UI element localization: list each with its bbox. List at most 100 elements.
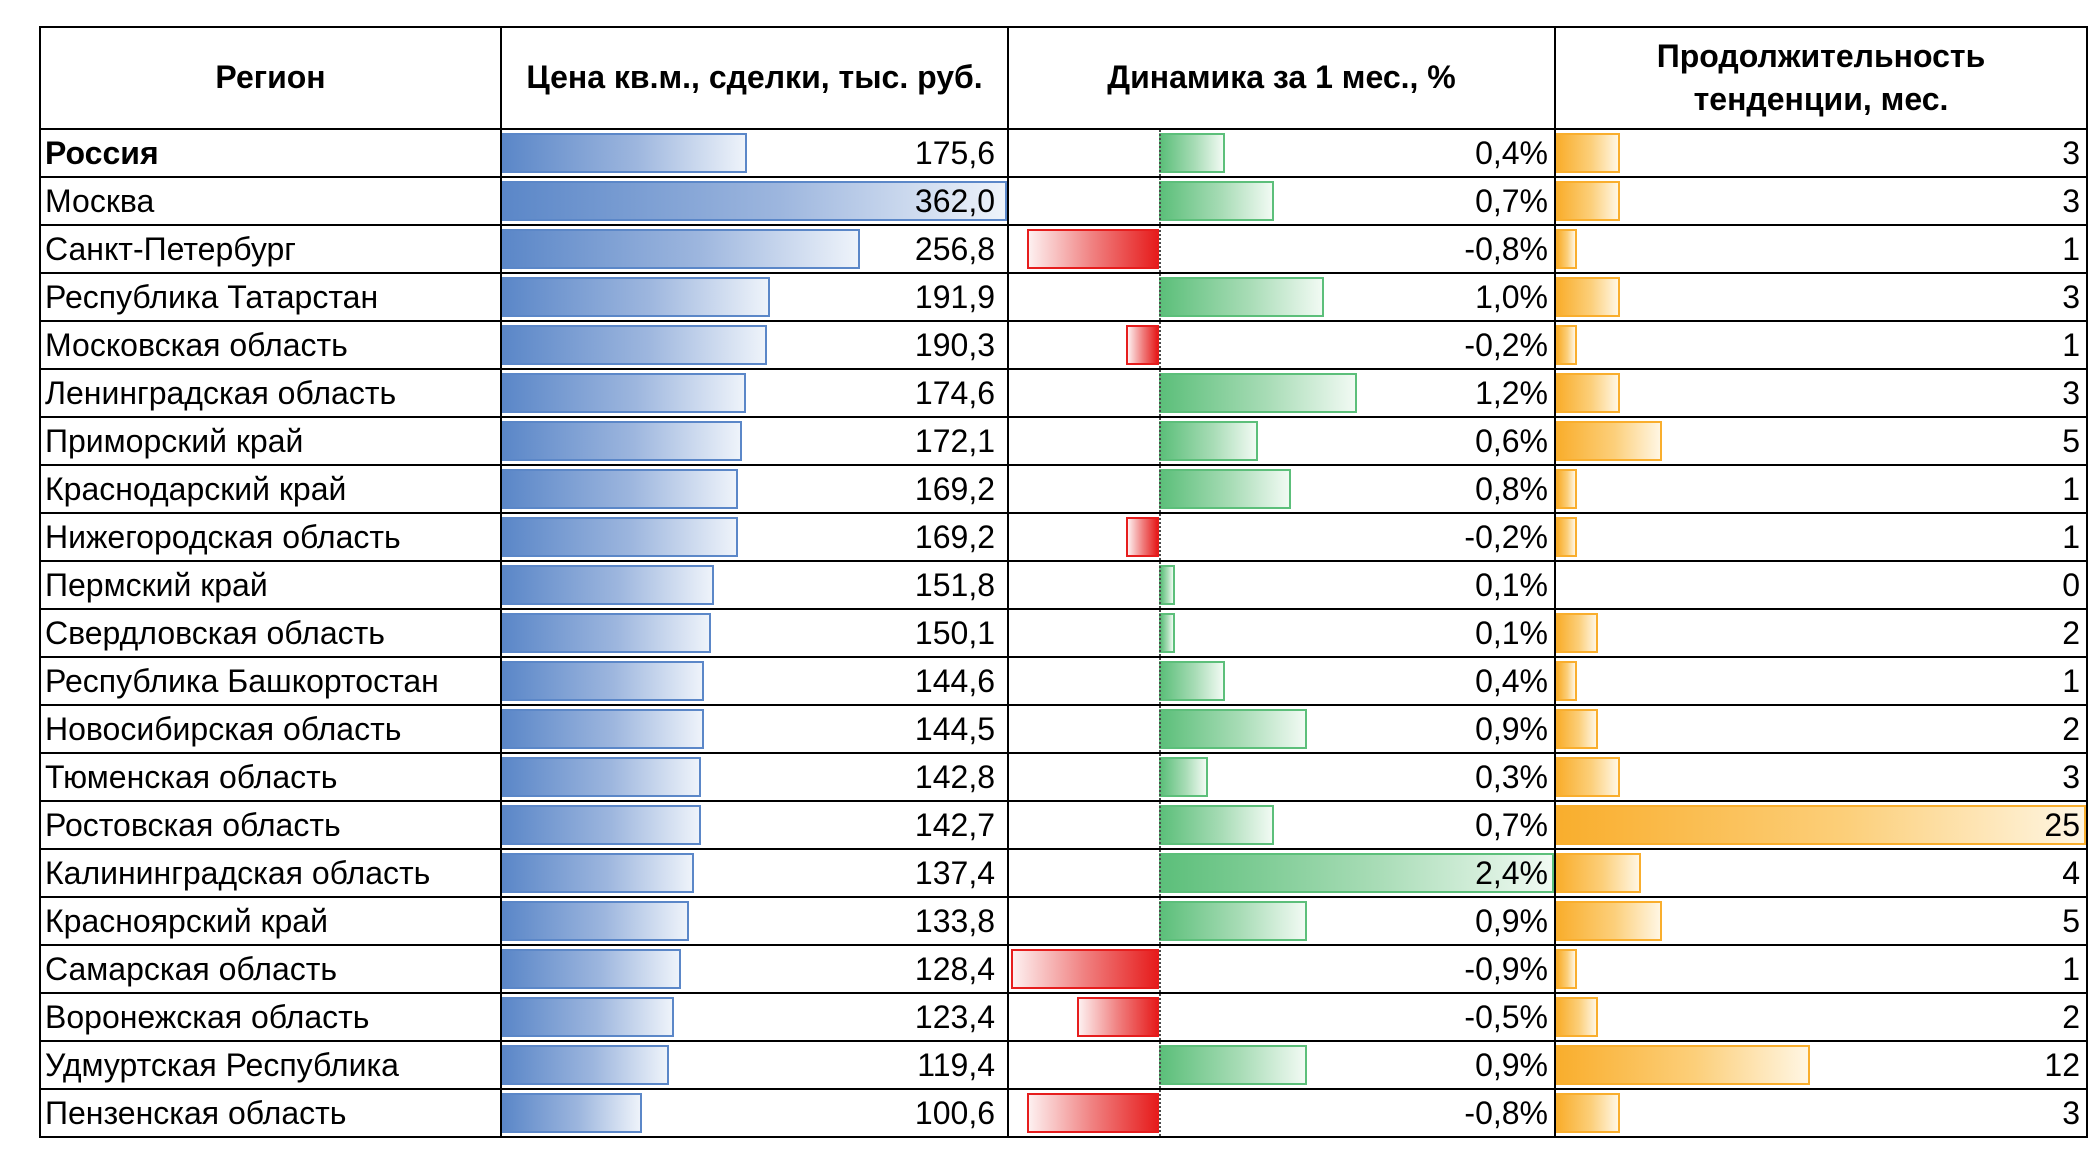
table-row: Республика Башкортостан 144,6 0,4% 1 — [39, 656, 2088, 706]
header-row: Регион Цена кв.м., сделки, тыс. руб. Дин… — [39, 26, 2088, 130]
duration-cell: 2 — [1554, 608, 2088, 658]
price-cell: 142,7 — [500, 800, 1009, 850]
dynamics-zero-axis — [1159, 1091, 1161, 1135]
price-cell: 128,4 — [500, 944, 1009, 994]
header-price: Цена кв.м., сделки, тыс. руб. — [500, 26, 1009, 130]
region-cell: Санкт-Петербург — [39, 224, 502, 274]
duration-cell: 1 — [1554, 320, 2088, 370]
dynamics-cell: 0,7% — [1007, 176, 1556, 226]
dynamics-positive-bar — [1159, 469, 1291, 509]
table-row: Пермский край 151,8 0,1% 0 — [39, 560, 2088, 610]
price-value: 169,2 — [914, 471, 995, 507]
dynamics-zero-axis — [1159, 371, 1161, 415]
price-cell: 144,6 — [500, 656, 1009, 706]
price-cell: 175,6 — [500, 128, 1009, 178]
duration-cell: 2 — [1554, 704, 2088, 754]
dynamics-zero-axis — [1159, 1043, 1161, 1087]
price-cell: 172,1 — [500, 416, 1009, 466]
price-cell: 123,4 — [500, 992, 1009, 1042]
price-value: 256,8 — [914, 231, 995, 267]
region-cell: Ростовская область — [39, 800, 502, 850]
dynamics-value: 0,1% — [1475, 615, 1548, 651]
price-bar — [503, 373, 746, 413]
dynamics-cell: 0,7% — [1007, 800, 1556, 850]
price-cell: 144,5 — [500, 704, 1009, 754]
dynamics-negative-bar — [1027, 1093, 1159, 1133]
dynamics-cell: 0,4% — [1007, 656, 1556, 706]
duration-cell: 3 — [1554, 176, 2088, 226]
region-cell: Удмуртская Республика — [39, 1040, 502, 1090]
duration-bar — [1557, 709, 1598, 749]
dynamics-zero-axis — [1159, 515, 1161, 559]
price-bar — [503, 277, 770, 317]
dynamics-value: -0,8% — [1464, 1095, 1548, 1131]
duration-value: 3 — [2062, 183, 2080, 219]
dynamics-cell: 0,9% — [1007, 896, 1556, 946]
duration-bar — [1557, 949, 1577, 989]
dynamics-positive-bar — [1159, 181, 1274, 221]
dynamics-cell: 1,0% — [1007, 272, 1556, 322]
duration-value: 3 — [2062, 759, 2080, 795]
dynamics-zero-axis — [1159, 851, 1161, 895]
region-cell: Москва — [39, 176, 502, 226]
price-bar — [503, 517, 738, 557]
price-cell: 169,2 — [500, 512, 1009, 562]
region-cell: Воронежская область — [39, 992, 502, 1042]
price-bar — [503, 661, 704, 701]
duration-cell: 3 — [1554, 368, 2088, 418]
table-row: Санкт-Петербург 256,8 -0,8% 1 — [39, 224, 2088, 274]
dynamics-positive-bar — [1159, 901, 1307, 941]
duration-value: 1 — [2062, 663, 2080, 699]
duration-bar — [1557, 1093, 1620, 1133]
dynamics-cell: -0,2% — [1007, 512, 1556, 562]
price-bar — [503, 469, 738, 509]
dynamics-negative-bar — [1126, 325, 1159, 365]
region-cell: Приморский край — [39, 416, 502, 466]
price-value: 119,4 — [917, 1047, 995, 1083]
dynamics-zero-axis — [1159, 275, 1161, 319]
duration-bar — [1557, 853, 1641, 893]
header-dynamics-label: Динамика за 1 мес., % — [1107, 59, 1456, 96]
price-cell: 191,9 — [500, 272, 1009, 322]
header-dynamics: Динамика за 1 мес., % — [1007, 26, 1556, 130]
price-value: 190,3 — [914, 327, 995, 363]
dynamics-value: 0,9% — [1475, 1047, 1548, 1083]
table-row: Нижегородская область 169,2 -0,2% 1 — [39, 512, 2088, 562]
duration-value: 2 — [2062, 999, 2080, 1035]
header-region-label: Регион — [215, 59, 326, 96]
duration-cell: 1 — [1554, 944, 2088, 994]
dynamics-positive-bar — [1159, 853, 1553, 893]
table-body: Россия 175,6 0,4% 3 Москва 362,0 0,7% 3 Санкт-Пе… — [39, 128, 2088, 1138]
table-row: Москва 362,0 0,7% 3 — [39, 176, 2088, 226]
price-cell: 169,2 — [500, 464, 1009, 514]
price-value: 175,6 — [914, 135, 995, 171]
dynamics-negative-bar — [1126, 517, 1159, 557]
price-value: 100,6 — [914, 1095, 995, 1131]
price-value: 151,8 — [914, 567, 995, 603]
dynamics-cell: 0,9% — [1007, 1040, 1556, 1090]
duration-bar — [1557, 517, 1577, 557]
duration-value: 0 — [2062, 567, 2080, 603]
duration-cell: 5 — [1554, 896, 2088, 946]
dynamics-zero-axis — [1159, 707, 1161, 751]
duration-cell: 3 — [1554, 1088, 2088, 1138]
price-value: 123,4 — [914, 999, 995, 1035]
price-bar — [503, 805, 701, 845]
price-value: 128,4 — [914, 951, 995, 987]
dynamics-zero-axis — [1159, 899, 1161, 943]
dynamics-zero-axis — [1159, 467, 1161, 511]
region-cell: Новосибирская область — [39, 704, 502, 754]
header-price-label: Цена кв.м., сделки, тыс. руб. — [526, 59, 983, 96]
dynamics-zero-axis — [1159, 179, 1161, 223]
price-value: 137,4 — [914, 855, 995, 891]
dynamics-value: 0,3% — [1475, 759, 1548, 795]
dynamics-positive-bar — [1159, 133, 1225, 173]
dynamics-cell: 0,8% — [1007, 464, 1556, 514]
duration-value: 12 — [2044, 1047, 2080, 1083]
price-value: 144,5 — [914, 711, 995, 747]
duration-value: 1 — [2062, 471, 2080, 507]
region-cell: Республика Татарстан — [39, 272, 502, 322]
duration-bar — [1557, 661, 1577, 701]
price-value: 144,6 — [914, 663, 995, 699]
duration-bar — [1557, 325, 1577, 365]
